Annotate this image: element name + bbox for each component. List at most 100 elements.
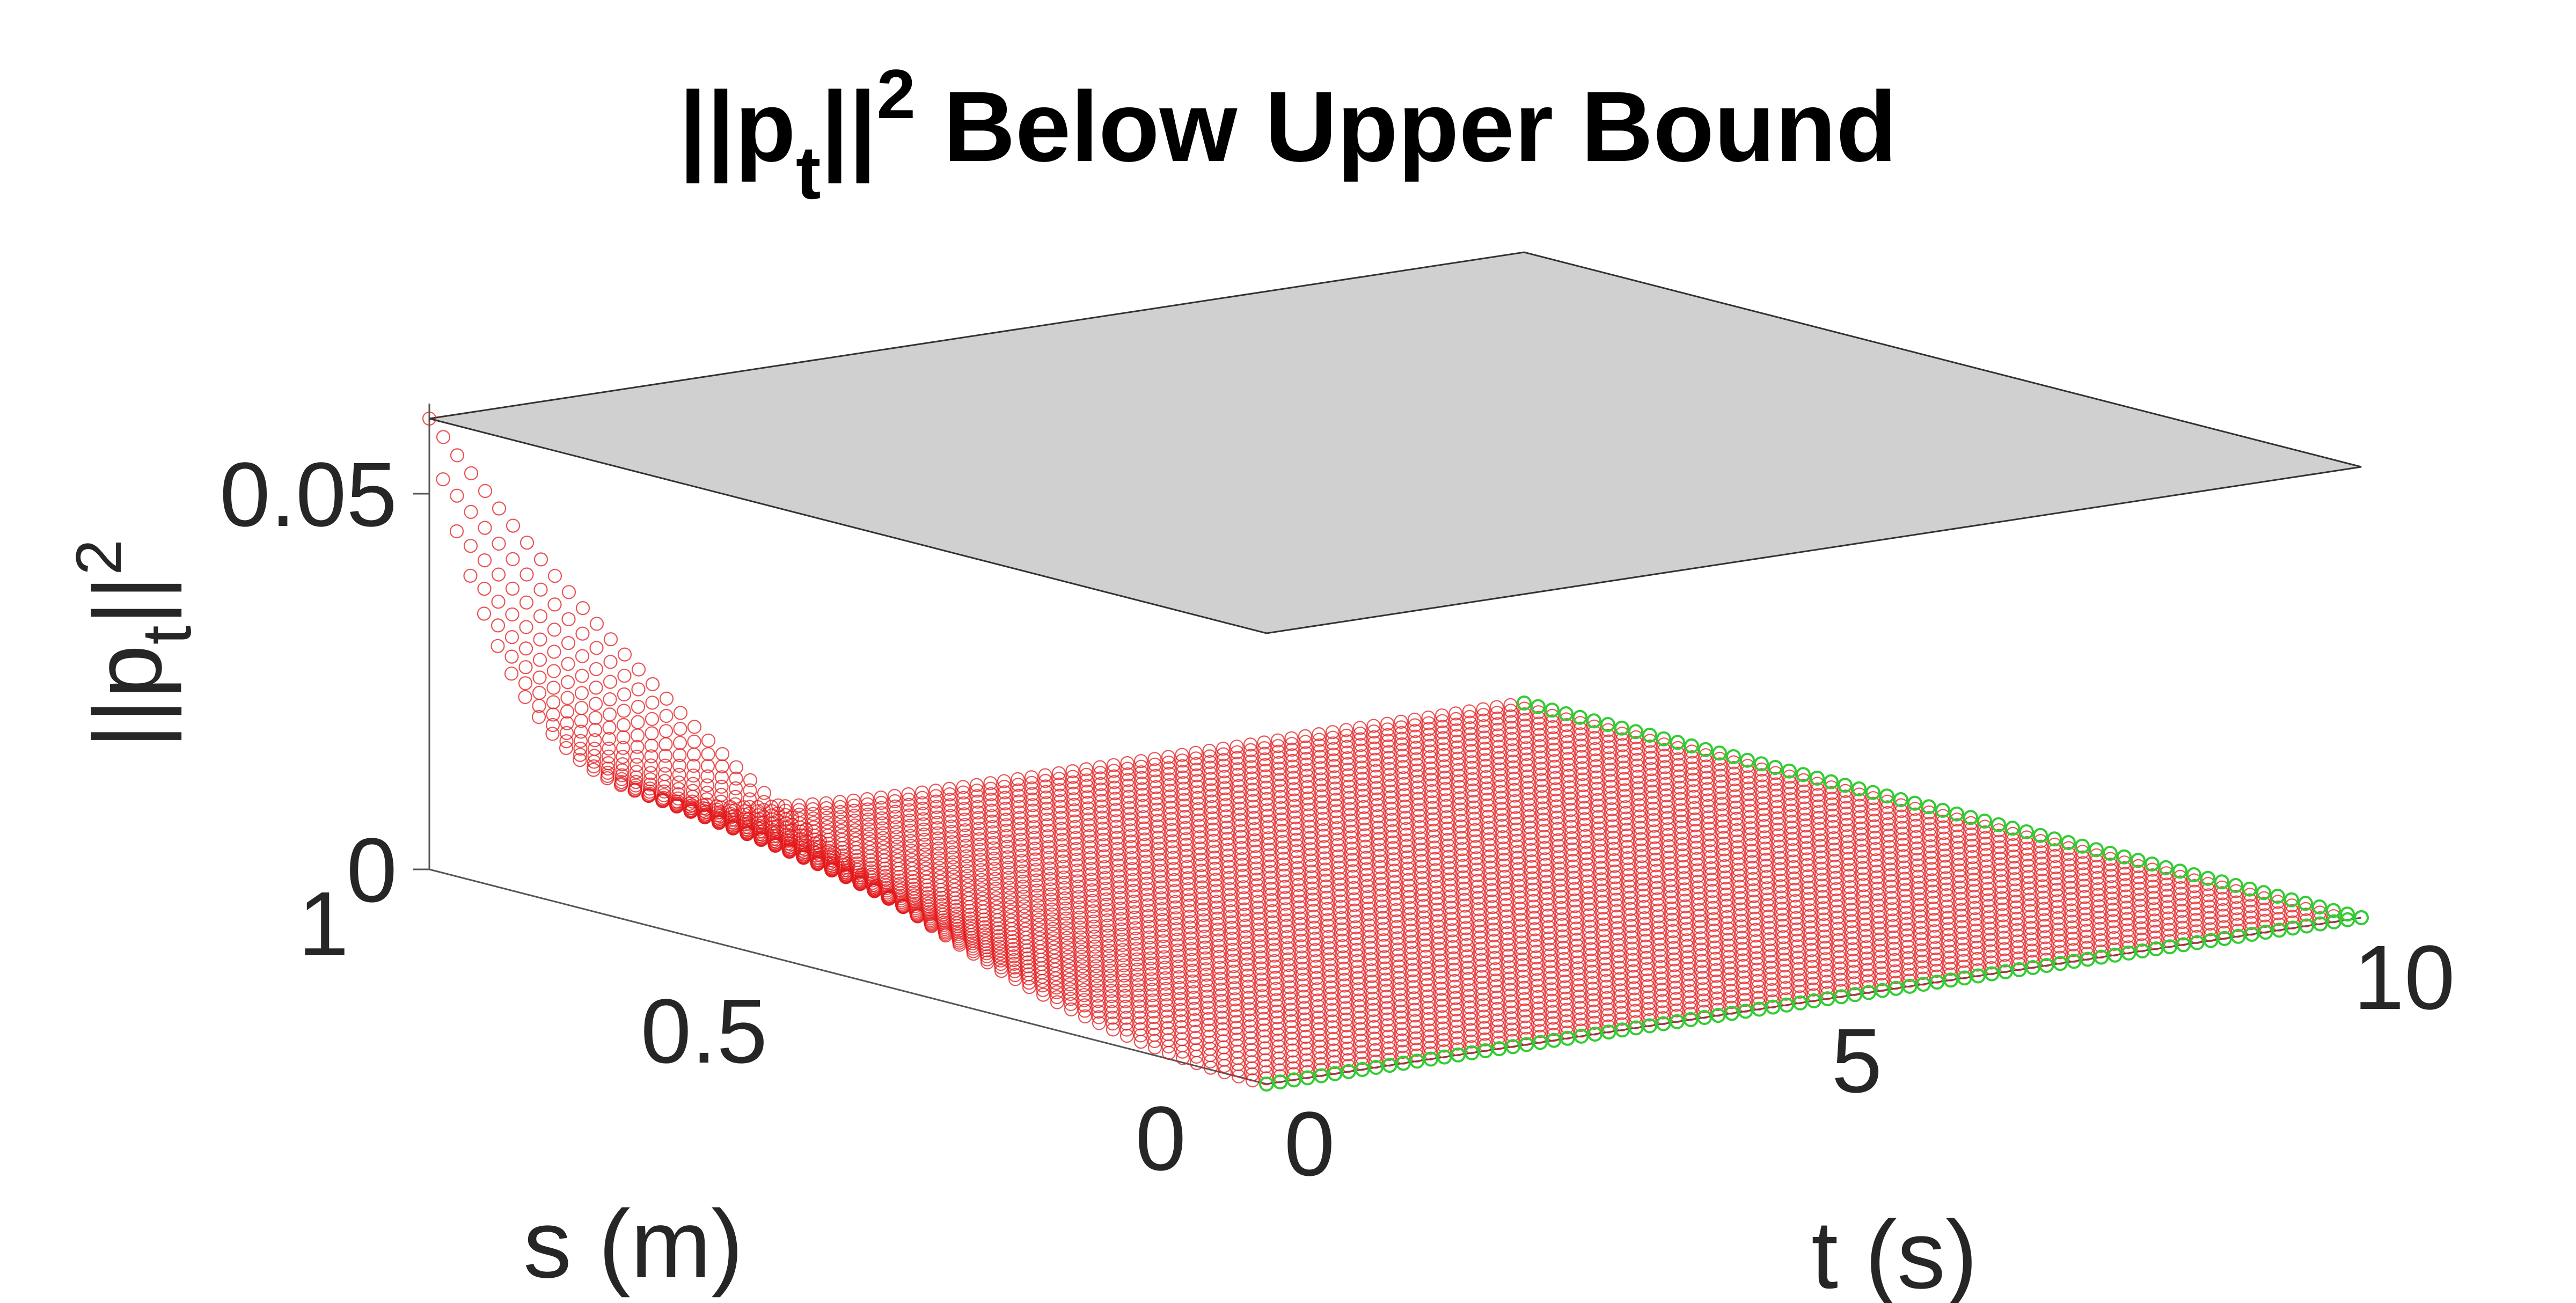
data-point [1631, 781, 1646, 795]
data-point [840, 857, 855, 872]
data-point [1981, 898, 1996, 913]
data-point [2243, 899, 2258, 913]
data-point [1180, 865, 1195, 880]
data-point [1654, 977, 1669, 991]
data-point [1585, 982, 1600, 996]
data-point [1243, 1019, 1257, 1034]
data-point [931, 831, 946, 846]
data-point [1407, 1002, 1422, 1017]
data-point [589, 617, 604, 631]
data-point [1499, 903, 1514, 918]
data-point [2050, 894, 2065, 909]
data-point [1847, 965, 1861, 979]
data-point [1900, 934, 1915, 948]
data-point [1241, 979, 1256, 994]
data-point [1213, 966, 1227, 980]
data-point [1857, 889, 1871, 904]
data-point [1724, 1000, 1739, 1015]
data-point [1874, 955, 1889, 970]
data-point [617, 704, 631, 718]
data-point [1256, 1017, 1271, 1032]
data-point [1814, 873, 1829, 887]
data-point [1746, 877, 1761, 892]
data-point [1604, 796, 1619, 811]
data-point [1748, 928, 1763, 943]
data-point [2175, 915, 2190, 929]
data-point [1521, 792, 1536, 807]
data-point [1257, 1041, 1272, 1056]
data-point [973, 853, 988, 867]
data-point [1430, 908, 1445, 923]
data-point [1607, 864, 1622, 879]
data-point [1157, 955, 1172, 970]
data-point [1584, 959, 1599, 973]
data-point [714, 794, 728, 809]
data-point [1671, 758, 1686, 772]
data-point [1517, 701, 1532, 716]
data-point [1517, 992, 1532, 1006]
data-point [1656, 1011, 1671, 1026]
data-point [1801, 881, 1816, 895]
data-point [1758, 830, 1772, 845]
data-point [1594, 866, 1608, 881]
data-point [1300, 1059, 1314, 1074]
data-point [1592, 826, 1607, 841]
data-point [1735, 925, 1749, 939]
data-point [2091, 894, 2106, 908]
data-point [1623, 907, 1638, 922]
data-point [1509, 822, 1524, 837]
data-point [1460, 943, 1474, 958]
data-point [1113, 901, 1128, 916]
data-point [1462, 715, 1477, 730]
data-point [643, 772, 658, 787]
data-point [1143, 946, 1158, 961]
data-point [1148, 768, 1163, 783]
data-point [2062, 869, 2077, 884]
data-point [2216, 909, 2231, 923]
data-point [2103, 857, 2118, 872]
data-point [784, 833, 799, 848]
data-point [1017, 899, 1031, 914]
data-point [657, 784, 671, 799]
data-point [1179, 826, 1193, 841]
data-point [1996, 919, 2011, 934]
data-point [999, 812, 1013, 827]
data-point [1187, 996, 1202, 1011]
data-point [1258, 758, 1272, 772]
data-point [1672, 769, 1687, 784]
data-point [1192, 836, 1208, 850]
data-point [1802, 886, 1816, 901]
data-point [1978, 831, 1993, 845]
data-point [1561, 746, 1575, 760]
data-point [1216, 1034, 1231, 1049]
data-point [1224, 910, 1239, 924]
data-point [1622, 885, 1637, 899]
data-point [1041, 834, 1056, 849]
data-point [1788, 894, 1803, 909]
data-point [1534, 773, 1549, 787]
data-point [1681, 967, 1696, 982]
data-point [1495, 807, 1509, 822]
data-point [1569, 921, 1584, 936]
data-point [1707, 934, 1722, 949]
data-point [463, 539, 478, 553]
data-point [1350, 965, 1365, 979]
data-point [1526, 894, 1541, 908]
data-point [1642, 1013, 1657, 1028]
data-point [1322, 952, 1337, 967]
data-point [2243, 904, 2258, 919]
data-point [1951, 835, 1965, 850]
data-point [2106, 925, 2121, 940]
data-point [1057, 870, 1071, 885]
data-point [1245, 765, 1259, 780]
data-point [1084, 873, 1099, 887]
data-point [1128, 916, 1143, 930]
data-point [1450, 740, 1465, 755]
data-point [1367, 1031, 1382, 1046]
data-point [1252, 923, 1267, 937]
data-point [1503, 994, 1518, 1008]
data-point [1467, 800, 1481, 815]
data-point [1599, 985, 1614, 1000]
data-point [1465, 760, 1480, 775]
data-point [1522, 803, 1536, 818]
